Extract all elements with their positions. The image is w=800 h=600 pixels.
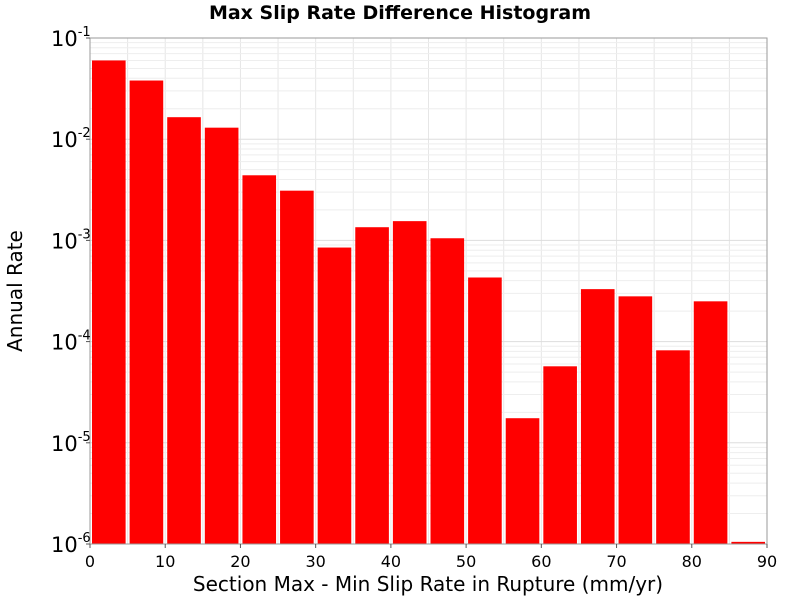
plot-frame xyxy=(89,37,768,545)
y-axis-label: Annual Rate xyxy=(3,230,27,352)
histogram-bar xyxy=(543,366,577,544)
histogram-bar xyxy=(355,227,389,545)
histogram-bar xyxy=(392,221,427,544)
y-tick-label: 10-4 xyxy=(51,329,91,355)
x-tick-label: 0 xyxy=(85,552,95,571)
histogram-bar xyxy=(693,301,728,544)
y-axis-ticks: 10-6 10-5 10-4 10-3 10-2 10-1 xyxy=(51,25,91,557)
x-tick-label: 20 xyxy=(230,552,250,571)
x-tick-label: 70 xyxy=(606,552,626,571)
histogram-bar xyxy=(731,541,765,544)
x-tick-label: 30 xyxy=(305,552,325,571)
histogram-bar xyxy=(430,238,465,544)
histogram-bar xyxy=(468,277,502,544)
grid-lines xyxy=(90,38,767,544)
histogram-bar xyxy=(167,117,201,545)
histogram-bar xyxy=(129,80,164,544)
histogram-bar xyxy=(280,190,314,544)
histogram-bar xyxy=(204,127,239,544)
x-axis-ticks: 0 10 20 30 40 50 60 70 80 90 xyxy=(85,544,777,571)
bars xyxy=(92,60,765,545)
histogram-bar xyxy=(505,418,540,544)
x-tick-label: 90 xyxy=(757,552,777,571)
x-tick-label: 10 xyxy=(155,552,175,571)
x-tick-label: 80 xyxy=(682,552,702,571)
histogram-bar xyxy=(618,296,653,544)
y-tick-label: 10-6 xyxy=(51,531,91,557)
histogram-bar xyxy=(242,175,277,544)
y-tick-label: 10-2 xyxy=(51,126,91,152)
x-tick-label: 60 xyxy=(531,552,551,571)
histogram-bar xyxy=(580,289,615,544)
chart-title: Max Slip Rate Difference Histogram xyxy=(208,2,592,24)
x-tick-label: 40 xyxy=(381,552,401,571)
y-tick-label: 10-5 xyxy=(51,430,91,456)
y-tick-label: 10-3 xyxy=(51,227,91,253)
histogram-bar xyxy=(317,247,352,545)
histogram-bar xyxy=(656,350,690,544)
x-tick-label: 50 xyxy=(456,552,476,571)
x-axis-label: Section Max - Min Slip Rate in Rupture (… xyxy=(193,572,663,596)
histogram-bar xyxy=(92,60,126,545)
y-tick-label: 10-1 xyxy=(51,25,91,51)
